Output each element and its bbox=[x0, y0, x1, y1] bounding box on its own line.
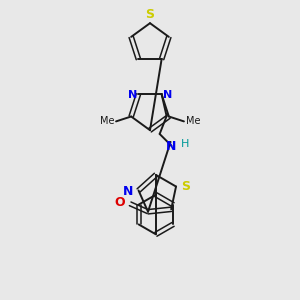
Text: N: N bbox=[128, 90, 137, 100]
Text: Me: Me bbox=[186, 116, 200, 126]
Text: H: H bbox=[181, 139, 189, 149]
Text: O: O bbox=[115, 196, 125, 209]
Text: N: N bbox=[123, 185, 134, 198]
Text: Me: Me bbox=[100, 116, 114, 126]
Text: S: S bbox=[146, 8, 154, 21]
Text: N: N bbox=[167, 140, 177, 153]
Text: S: S bbox=[181, 180, 190, 193]
Text: N: N bbox=[163, 90, 172, 100]
